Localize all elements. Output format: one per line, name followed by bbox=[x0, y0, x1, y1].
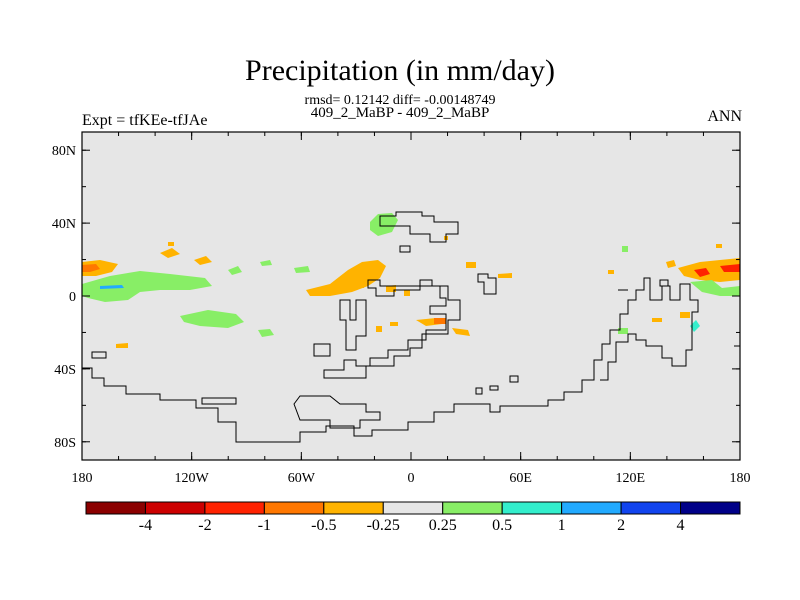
colorbar-swatch bbox=[561, 501, 622, 515]
anomaly-patch bbox=[694, 268, 710, 277]
anomaly-patch bbox=[716, 244, 722, 248]
anomaly-patch bbox=[652, 318, 662, 322]
colorbar-label: 0.25 bbox=[428, 517, 457, 534]
colorbar-label: -4 bbox=[138, 517, 153, 534]
y-tick-label: 40S bbox=[54, 363, 76, 378]
anomaly-patch bbox=[168, 242, 174, 246]
colorbar-swatch bbox=[382, 501, 444, 515]
colorbar-swatch bbox=[204, 501, 265, 515]
colorbar-swatch bbox=[620, 501, 682, 515]
anomaly-patch bbox=[434, 318, 446, 324]
colorbar-swatch bbox=[85, 501, 146, 515]
colorbar-label: -0.25 bbox=[366, 517, 400, 534]
colorbar-swatch bbox=[263, 501, 325, 515]
y-tick-label: 80N bbox=[52, 144, 76, 159]
colorbar-label: 0.5 bbox=[492, 517, 513, 534]
anomaly-patch bbox=[100, 285, 124, 289]
anomaly-patch bbox=[82, 260, 118, 276]
colorbar-swatch bbox=[501, 501, 563, 515]
x-tick-label: 60E bbox=[509, 471, 532, 486]
anomaly-patch bbox=[160, 248, 180, 258]
map-background bbox=[82, 132, 740, 460]
colorbar-swatch bbox=[144, 501, 206, 515]
anomaly-patch bbox=[390, 322, 398, 326]
x-tick-label: 120E bbox=[616, 471, 646, 486]
colorbar bbox=[85, 501, 741, 515]
colorbar-label: -0.5 bbox=[311, 517, 337, 534]
anomaly-patch bbox=[608, 270, 614, 274]
anomaly-patches bbox=[82, 213, 740, 348]
anomaly-patch bbox=[82, 271, 212, 302]
colorbar-label: -2 bbox=[198, 517, 212, 534]
anomaly-patch bbox=[82, 264, 100, 272]
colorbar-swatch bbox=[323, 501, 384, 515]
colorbar-label: 2 bbox=[617, 517, 626, 534]
anomaly-patch bbox=[404, 290, 410, 296]
anomaly-patch bbox=[258, 329, 274, 337]
anomaly-patch bbox=[370, 213, 398, 236]
y-tick-label: 40N bbox=[52, 217, 76, 232]
anomaly-patch bbox=[452, 328, 470, 336]
colorbar-swatch bbox=[680, 501, 741, 515]
y-tick-label: 0 bbox=[69, 290, 76, 305]
axis-tick-labels: 180 120W 60W 0 60E 120E 180 80N 40N 0 40S 80S bbox=[52, 144, 751, 486]
anomaly-patch bbox=[680, 312, 690, 318]
anomaly-patch bbox=[260, 260, 272, 266]
anomaly-patch bbox=[376, 326, 382, 332]
x-tick-label: 180 bbox=[730, 471, 751, 486]
anomaly-patch bbox=[180, 310, 244, 328]
axis-ticks bbox=[81, 132, 741, 460]
anomaly-patch bbox=[622, 246, 628, 252]
experiment-label: Expt = tfKEe-tfJAe bbox=[82, 112, 208, 129]
anomaly-patch bbox=[466, 262, 476, 268]
colorbar-label: 1 bbox=[557, 517, 566, 534]
chart-title: Precipitation (in mm/day) bbox=[245, 54, 555, 87]
colorbar-label: 4 bbox=[676, 517, 685, 534]
anomaly-patch bbox=[498, 273, 512, 278]
anomaly-patch bbox=[354, 280, 364, 288]
x-tick-label: 0 bbox=[408, 471, 415, 486]
chart-subtitle: 409_2_MaBP - 409_2_MaBP bbox=[310, 105, 490, 121]
x-tick-label: 120W bbox=[175, 471, 210, 486]
rmsd-diff-stats: rmsd= 0.12142 diff= -0.00148749 bbox=[304, 93, 496, 108]
anomaly-patch bbox=[306, 260, 386, 296]
x-tick-label: 180 bbox=[72, 471, 93, 486]
anomaly-patch bbox=[678, 258, 740, 282]
colorbar-label: -1 bbox=[257, 517, 272, 534]
anomaly-patch bbox=[294, 266, 310, 273]
season-label: ANN bbox=[707, 108, 742, 125]
anomaly-patch bbox=[116, 343, 128, 348]
y-tick-label: 80S bbox=[54, 436, 76, 451]
anomaly-patch bbox=[228, 266, 242, 275]
x-tick-label: 60W bbox=[288, 471, 316, 486]
anomaly-patch bbox=[690, 280, 740, 296]
anomaly-patch bbox=[666, 260, 676, 268]
anomaly-patch bbox=[720, 264, 740, 272]
anomaly-patch bbox=[194, 256, 212, 265]
colorbar-swatch bbox=[442, 501, 503, 515]
